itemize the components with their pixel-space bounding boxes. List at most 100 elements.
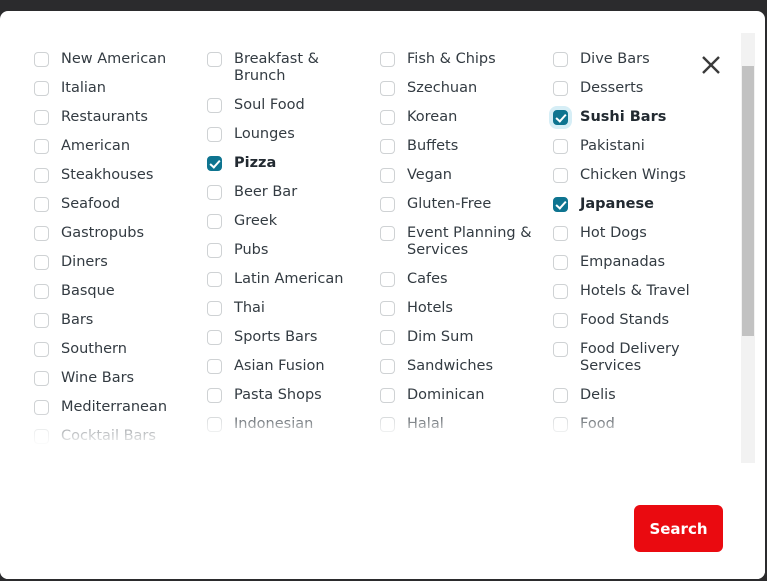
checkbox-box[interactable] [553,139,568,154]
category-checkbox-food-stands[interactable]: Food Stands [553,312,713,329]
category-checkbox-italian[interactable]: Italian [34,80,207,97]
category-checkbox-cocktail-bars[interactable]: Cocktail Bars [34,428,207,445]
checkbox-box[interactable] [380,110,395,125]
category-checkbox-dive-bars[interactable]: Dive Bars [553,51,713,68]
checkbox-box[interactable] [34,255,49,270]
checkbox-box[interactable] [380,168,395,183]
search-button[interactable]: Search [634,505,723,552]
checkbox-box[interactable] [207,127,222,142]
checkbox-box[interactable] [380,226,395,241]
checkbox-box[interactable] [553,168,568,183]
checkbox-box[interactable] [34,313,49,328]
checkbox-box[interactable] [34,371,49,386]
category-checkbox-delis[interactable]: Delis [553,387,713,404]
checkbox-box[interactable] [207,272,222,287]
checkmark-icon[interactable] [553,197,568,212]
category-checkbox-hotels[interactable]: Hotels [380,300,553,317]
category-checkbox-greek[interactable]: Greek [207,213,380,230]
checkbox-box[interactable] [34,52,49,67]
checkbox-box[interactable] [207,417,222,432]
category-checkbox-soul-food[interactable]: Soul Food [207,97,380,114]
category-checkbox-pakistani[interactable]: Pakistani [553,138,713,155]
checkbox-box[interactable] [380,81,395,96]
checkbox-box[interactable] [380,330,395,345]
checkbox-box[interactable] [207,388,222,403]
checkbox-box[interactable] [553,226,568,241]
category-checkbox-vegan[interactable]: Vegan [380,167,553,184]
checkbox-box[interactable] [34,429,49,444]
category-checkbox-basque[interactable]: Basque [34,283,207,300]
category-checkbox-breakfast-brunch[interactable]: Breakfast & Brunch [207,51,380,85]
category-checkbox-japanese[interactable]: Japanese [553,196,713,213]
checkbox-box[interactable] [207,52,222,67]
checkbox-box[interactable] [34,81,49,96]
category-checkbox-empanadas[interactable]: Empanadas [553,254,713,271]
category-checkbox-food-delivery-services[interactable]: Food Delivery Services [553,341,713,375]
category-checkbox-sushi-bars[interactable]: Sushi Bars [553,109,713,126]
category-scroll-area[interactable]: New American Italian Restaurants American St… [0,11,765,448]
checkbox-box[interactable] [34,284,49,299]
scrollbar-thumb[interactable] [742,66,754,336]
category-checkbox-lounges[interactable]: Lounges [207,126,380,143]
category-checkbox-latin-american[interactable]: Latin American [207,271,380,288]
category-checkbox-southern[interactable]: Southern [34,341,207,358]
checkbox-box[interactable] [34,197,49,212]
category-checkbox-seafood[interactable]: Seafood [34,196,207,213]
checkbox-box[interactable] [553,255,568,270]
category-checkbox-new-american[interactable]: New American [34,51,207,68]
vertical-scrollbar[interactable] [741,33,755,463]
checkmark-icon[interactable] [207,156,222,171]
category-checkbox-hot-dogs[interactable]: Hot Dogs [553,225,713,242]
category-checkbox-gastropubs[interactable]: Gastropubs [34,225,207,242]
category-checkbox-korean[interactable]: Korean [380,109,553,126]
checkbox-box[interactable] [207,185,222,200]
category-checkbox-beer-bar[interactable]: Beer Bar [207,184,380,201]
category-checkbox-dominican[interactable]: Dominican [380,387,553,404]
category-checkbox-wine-bars[interactable]: Wine Bars [34,370,207,387]
checkbox-box[interactable] [207,243,222,258]
category-checkbox-sports-bars[interactable]: Sports Bars [207,329,380,346]
category-checkbox-chicken-wings[interactable]: Chicken Wings [553,167,713,184]
checkbox-box[interactable] [207,214,222,229]
close-icon[interactable] [699,53,723,77]
category-checkbox-halal[interactable]: Halal [380,416,553,433]
category-checkbox-indonesian[interactable]: Indonesian [207,416,380,433]
checkbox-box[interactable] [207,301,222,316]
checkbox-box[interactable] [380,301,395,316]
checkbox-box[interactable] [553,388,568,403]
category-checkbox-pubs[interactable]: Pubs [207,242,380,259]
checkbox-box[interactable] [553,284,568,299]
category-checkbox-pizza[interactable]: Pizza [207,155,380,172]
category-checkbox-asian-fusion[interactable]: Asian Fusion [207,358,380,375]
checkbox-box[interactable] [553,417,568,432]
checkbox-box[interactable] [380,52,395,67]
category-checkbox-food[interactable]: Food [553,416,713,433]
category-checkbox-cafes[interactable]: Cafes [380,271,553,288]
checkbox-box[interactable] [553,313,568,328]
checkbox-box[interactable] [380,272,395,287]
checkbox-box[interactable] [34,342,49,357]
category-checkbox-fish-chips[interactable]: Fish & Chips [380,51,553,68]
checkbox-box[interactable] [207,330,222,345]
category-checkbox-desserts[interactable]: Desserts [553,80,713,97]
category-checkbox-dim-sum[interactable]: Dim Sum [380,329,553,346]
category-checkbox-event-planning-services[interactable]: Event Planning & Services [380,225,553,259]
checkbox-box[interactable] [380,139,395,154]
category-checkbox-bars[interactable]: Bars [34,312,207,329]
category-checkbox-szechuan[interactable]: Szechuan [380,80,553,97]
checkbox-box[interactable] [34,400,49,415]
checkbox-box[interactable] [380,197,395,212]
category-checkbox-mediterranean[interactable]: Mediterranean [34,399,207,416]
checkbox-box[interactable] [34,168,49,183]
category-checkbox-restaurants[interactable]: Restaurants [34,109,207,126]
checkbox-box[interactable] [34,226,49,241]
checkbox-box[interactable] [380,417,395,432]
checkbox-box[interactable] [553,342,568,357]
category-checkbox-hotels-travel[interactable]: Hotels & Travel [553,283,713,300]
category-checkbox-pasta-shops[interactable]: Pasta Shops [207,387,380,404]
category-checkbox-gluten-free[interactable]: Gluten-Free [380,196,553,213]
category-checkbox-american[interactable]: American [34,138,207,155]
category-checkbox-steakhouses[interactable]: Steakhouses [34,167,207,184]
category-checkbox-diners[interactable]: Diners [34,254,207,271]
checkbox-box[interactable] [380,359,395,374]
